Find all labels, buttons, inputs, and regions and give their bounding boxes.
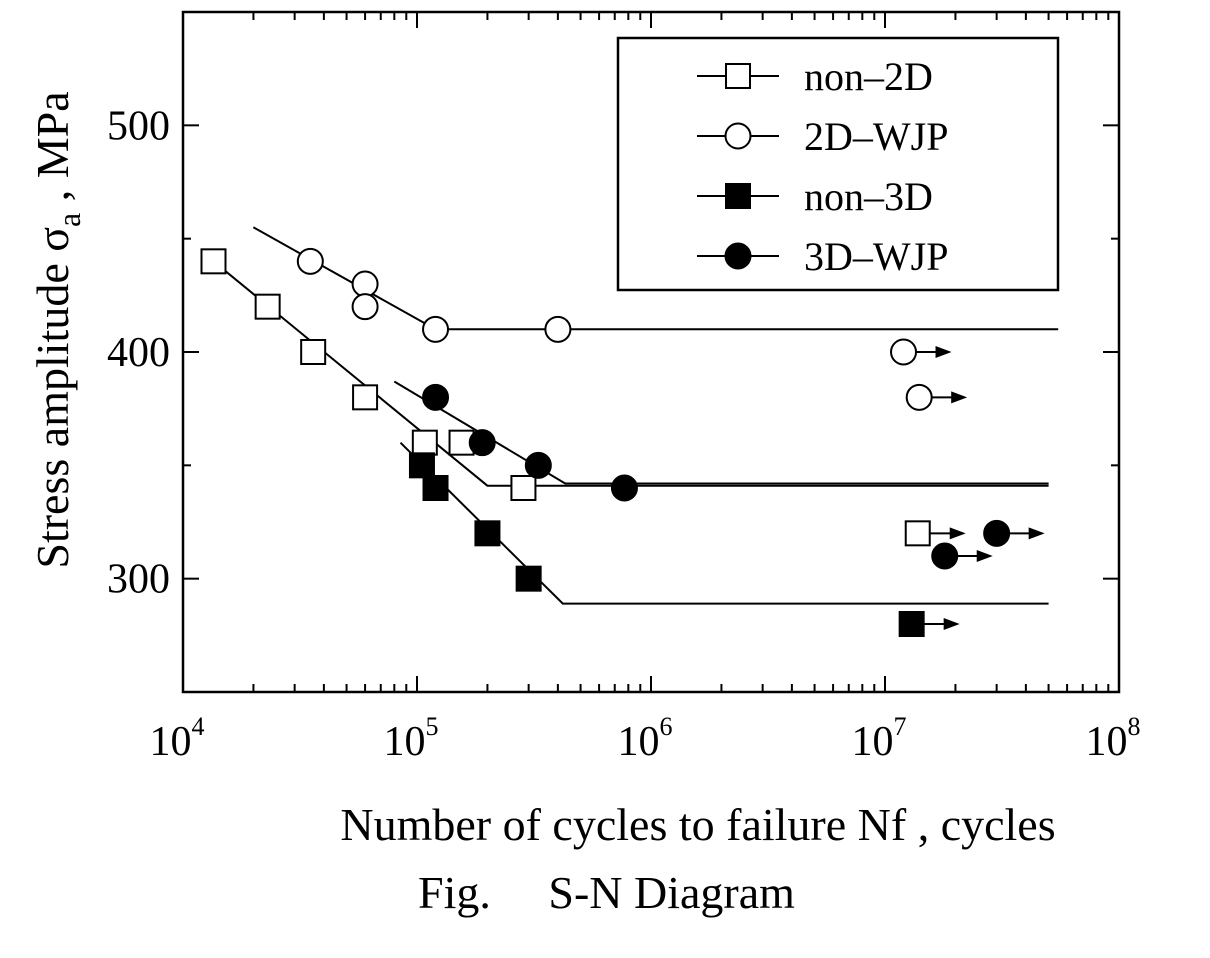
x-tick-label-base: 10 — [852, 719, 894, 765]
data-point — [983, 519, 1011, 547]
data-point — [515, 565, 542, 592]
runout-arrow-head — [943, 618, 960, 630]
legend-label: non–2D — [804, 54, 933, 99]
data-point — [610, 474, 638, 502]
runout-arrow-head — [1028, 527, 1045, 540]
x-tick-label: 107 — [852, 712, 907, 765]
y-axis-label-unit: , MPa — [27, 91, 78, 212]
y-axis-label-sub: a — [51, 213, 87, 227]
data-point — [904, 520, 931, 547]
y-tick-label: 300 — [107, 557, 170, 603]
data-point — [724, 122, 752, 150]
x-tick-labels: 104 105 106 107 108 — [150, 712, 1141, 765]
x-tick-label: 106 — [618, 712, 673, 765]
data-point — [724, 242, 752, 270]
data-point — [422, 475, 449, 501]
legend-label: 3D–WJP — [804, 234, 948, 279]
x-tick-label: 108 — [1086, 712, 1141, 765]
data-point — [200, 248, 227, 275]
runout-arrow-head — [951, 391, 968, 404]
x-tick-label-exponent: 5 — [426, 712, 439, 741]
data-point — [351, 270, 379, 298]
data-point — [931, 542, 959, 570]
legend: non–2D 2D–WJP non–3D 3D–WJP — [616, 36, 1060, 292]
data-point — [544, 315, 572, 343]
x-tick-label-base: 10 — [1086, 719, 1128, 765]
axis-ticks — [182, 11, 1119, 693]
data-point — [352, 384, 379, 411]
runout-arrow-head — [949, 527, 966, 540]
x-axis-label: Number of cycles to failure Nf , cycles — [340, 799, 1055, 850]
data-point — [300, 339, 327, 365]
x-tick-label-exponent: 8 — [1128, 712, 1141, 741]
legend-label: 2D–WJP — [804, 114, 948, 159]
x-tick-label-exponent: 4 — [192, 712, 205, 741]
data-point — [408, 452, 435, 479]
data-point — [411, 429, 438, 456]
data-point — [905, 383, 933, 411]
data-point — [890, 338, 918, 366]
x-tick-label-exponent: 7 — [894, 712, 907, 741]
x-tick-label: 105 — [384, 712, 439, 765]
data-point — [296, 247, 324, 275]
x-tick-label-base: 10 — [618, 719, 660, 765]
data-point — [422, 315, 450, 343]
y-axis-label-text: Stress amplitude σa , MPa — [27, 91, 87, 568]
y-tick-label: 400 — [107, 330, 170, 376]
data-point — [510, 475, 537, 501]
y-axis-label: Stress amplitude σa , MPa — [27, 91, 87, 568]
legend-box — [616, 36, 1060, 292]
y-tick-label: 500 — [107, 103, 170, 149]
data-point — [725, 63, 751, 89]
x-tick-label-base: 10 — [384, 719, 426, 765]
x-tick-label: 104 — [150, 712, 205, 765]
data-point — [474, 520, 501, 547]
runout-arrow-head — [976, 550, 993, 562]
data-point — [351, 293, 379, 321]
legend-items: non–2D 2D–WJP non–3D 3D–WJP — [697, 54, 948, 279]
data-point — [254, 293, 281, 320]
x-tick-label-exponent: 6 — [660, 712, 673, 741]
y-tick-labels: 300 400 500 — [107, 103, 170, 602]
data-point — [725, 183, 751, 209]
figure-caption: Fig. S-N Diagram — [418, 867, 795, 918]
data-markers — [200, 247, 1011, 637]
fit-line — [212, 260, 1049, 487]
data-point — [468, 429, 496, 457]
data-point — [524, 451, 552, 479]
x-tick-label-base: 10 — [150, 719, 192, 765]
fit-line — [393, 380, 1049, 485]
data-point — [422, 383, 450, 411]
runout-arrow-head — [935, 346, 952, 358]
legend-label: non–3D — [804, 174, 933, 219]
data-point — [898, 611, 925, 637]
fit-line — [399, 441, 1049, 605]
y-axis-label-main: Stress amplitude σ — [27, 227, 78, 569]
